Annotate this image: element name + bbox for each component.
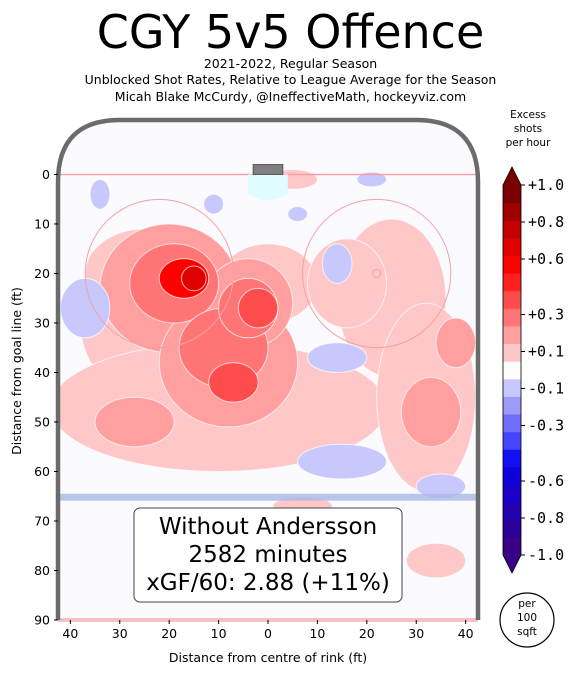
- colorbar-segment: [503, 237, 521, 256]
- y-tick-label: 0: [42, 167, 50, 182]
- x-tick-label: 20: [359, 626, 375, 641]
- colorbar-segment: [503, 431, 521, 450]
- heat-region: [89, 178, 111, 210]
- annotation-line: xGF/60: 2.88 (+11%): [146, 570, 390, 596]
- colorbar-segment: [503, 255, 521, 274]
- colorbar-segment: [503, 273, 521, 292]
- rink-boards: [55, 117, 481, 620]
- colorbar-segment: [503, 220, 521, 239]
- x-tick-label: 10: [211, 626, 227, 641]
- colorbar-segment: [503, 185, 521, 204]
- heat-region: [435, 317, 477, 369]
- y-tick-label: 20: [34, 266, 50, 281]
- heat-region: [400, 376, 462, 448]
- colorbar-segment: [503, 519, 521, 538]
- y-tick-label: 60: [34, 464, 50, 479]
- annotation-line: 2582 minutes: [189, 542, 348, 568]
- colorbar-title: Excess shots per hour: [506, 109, 552, 149]
- y-tick-label: 80: [34, 563, 50, 578]
- heat-region: [181, 265, 207, 292]
- unit-note-circle: [499, 592, 555, 648]
- colorbar-tick-label: +0.6: [528, 250, 564, 268]
- x-tick-label: 40: [62, 626, 78, 641]
- heat-region: [405, 542, 467, 579]
- x-tick-label: 10: [309, 626, 325, 641]
- heatmap-regions: [58, 169, 477, 579]
- colorbar-tick-label: -0.8: [528, 509, 564, 527]
- x-axis: 40 30 20 10 0 10 20 30 40: [62, 620, 474, 641]
- y-tick-label: 90: [34, 613, 50, 628]
- x-tick-label: 30: [408, 626, 424, 641]
- y-axis: 0 10 20 30 40 50 60 70 80 90: [34, 167, 58, 628]
- colorbar-tick-label: -0.1: [528, 380, 564, 398]
- x-tick-label: 30: [112, 626, 128, 641]
- faceoff-circle-left: [84, 198, 234, 349]
- colorbar: +1.0 +0.8 +0.6 +0.3 +0.1 -0.1 -0.3 -0.6 -0.8 -1.0: [502, 166, 564, 574]
- colorbar-tick-label: +0.8: [528, 213, 564, 231]
- y-tick-label: 40: [34, 365, 50, 380]
- colorbar-segment: [503, 361, 521, 380]
- unit-note: per 100 sqft: [499, 592, 555, 648]
- faceoff-dot-right: [372, 268, 382, 278]
- y-tick-label: 10: [34, 216, 50, 231]
- y-axis-label: Distance from goal line (ft): [9, 287, 24, 455]
- colorbar-segment: [503, 502, 521, 521]
- colorbar-segment: [503, 466, 521, 486]
- faceoff-circle-right: [302, 198, 452, 349]
- y-tick-label: 30: [34, 315, 50, 330]
- heat-region: [237, 287, 279, 329]
- annotation-line: Without Andersson: [159, 514, 377, 540]
- colorbar-tick-label: -0.3: [528, 417, 564, 435]
- heat-region: [356, 171, 388, 188]
- colorbar-segment: [503, 202, 521, 221]
- heat-region: [321, 243, 353, 284]
- unit-note-line: 100: [517, 612, 537, 624]
- colorbar-segment: [503, 396, 521, 415]
- colorbar-segment: [503, 449, 521, 468]
- heat-region: [208, 362, 259, 403]
- goal-crease: [248, 174, 288, 201]
- y-tick-label: 70: [34, 513, 50, 528]
- colorbar-tick-label: +0.3: [528, 306, 564, 324]
- unit-note-line: per: [518, 598, 536, 610]
- x-tick-label: 40: [458, 626, 474, 641]
- colorbar-title-line: per hour: [506, 137, 552, 149]
- goal-net: [252, 164, 284, 175]
- colorbar-tick-label: +1.0: [528, 176, 564, 194]
- heat-region: [203, 193, 225, 215]
- colorbar-segment: [503, 484, 521, 503]
- unit-note-line: sqft: [517, 626, 537, 638]
- subtitle-line: 2021-2022, Regular Season: [203, 56, 378, 71]
- blue-line: [58, 493, 478, 501]
- colorbar-tick-label: -1.0: [528, 546, 564, 564]
- subtitle-line: Micah Blake McCurdy, @IneffectiveMath, h…: [114, 89, 467, 104]
- annotation-frame: [133, 507, 403, 603]
- heat-region: [287, 206, 309, 222]
- colorbar-segment: [503, 290, 521, 309]
- heat-region: [94, 396, 175, 448]
- colorbar-top-cap: [503, 167, 521, 185]
- colorbar-segment: [503, 378, 521, 397]
- x-tick-label: 20: [161, 626, 177, 641]
- subtitle-line: Unblocked Shot Rates, Relative to League…: [84, 72, 497, 87]
- colorbar-bottom-cap: [503, 555, 521, 573]
- colorbar-segment: [503, 537, 521, 556]
- colorbar-segment: [503, 325, 521, 345]
- heat-region: [307, 342, 368, 373]
- y-tick-label: 50: [34, 414, 50, 429]
- x-tick-label: 0: [264, 626, 272, 641]
- colorbar-segment: [503, 343, 521, 362]
- heat-region: [59, 277, 111, 339]
- colorbar-title-line: Excess: [510, 109, 546, 121]
- colorbar-tick-label: +0.1: [528, 343, 564, 361]
- x-axis-label: Distance from centre of rink (ft): [169, 650, 367, 665]
- colorbar-tick-label: -0.6: [528, 472, 564, 490]
- colorbar-segment: [503, 414, 521, 433]
- page-title: CGY 5v5 Offence: [96, 5, 485, 59]
- colorbar-segment: [503, 308, 521, 327]
- heat-region: [297, 443, 388, 480]
- colorbar-title-line: shots: [514, 123, 542, 135]
- annotation-box: Without Andersson 2582 minutes xGF/60: 2…: [133, 507, 403, 603]
